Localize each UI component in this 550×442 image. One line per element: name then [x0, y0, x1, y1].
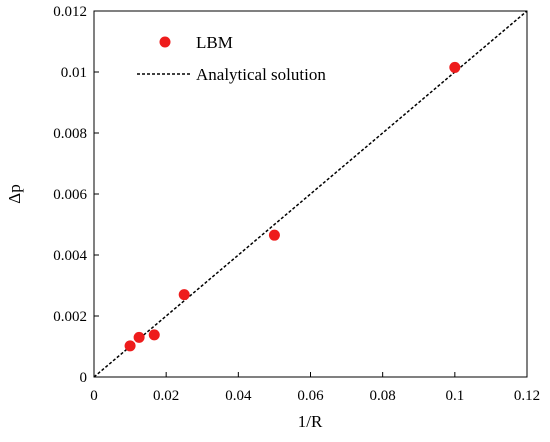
lbm-point: [148, 329, 160, 341]
x-tick-label: 0: [90, 388, 98, 404]
legend-label-analytical: Analytical solution: [196, 65, 326, 84]
x-axis-title: 1/R: [298, 412, 323, 431]
x-tick-label: 0.08: [370, 388, 396, 404]
y-tick-label: 0.004: [53, 248, 87, 264]
y-axis-title: Δp: [5, 184, 24, 203]
x-tick-label: 0.04: [225, 388, 252, 404]
y-tick-label: 0.012: [53, 4, 87, 20]
y-axis-ticks: 0 0.002 0.004 0.006 0.008 0.01 0.012: [53, 4, 99, 386]
x-tick-label: 0.1: [445, 388, 464, 404]
y-tick-label: 0.002: [53, 309, 87, 325]
legend: LBM Analytical solution: [137, 33, 326, 84]
x-axis-ticks: 0 0.02 0.04 0.06 0.08 0.1 0.12: [90, 372, 540, 404]
x-tick-label: 0.02: [153, 388, 179, 404]
y-tick-label: 0: [80, 370, 88, 386]
x-tick-label: 0.06: [297, 388, 324, 404]
legend-label-lbm: LBM: [196, 33, 233, 52]
lbm-point: [449, 61, 461, 73]
y-tick-label: 0.006: [53, 187, 87, 203]
x-tick-label: 0.12: [514, 388, 540, 404]
legend-marker-lbm: [159, 36, 171, 48]
lbm-point: [268, 229, 280, 241]
lbm-point: [124, 340, 136, 352]
y-tick-label: 0.01: [61, 65, 87, 81]
y-tick-label: 0.008: [53, 126, 87, 142]
series-layer: [93, 10, 528, 378]
lbm-point: [178, 289, 190, 301]
lbm-point: [133, 331, 145, 343]
